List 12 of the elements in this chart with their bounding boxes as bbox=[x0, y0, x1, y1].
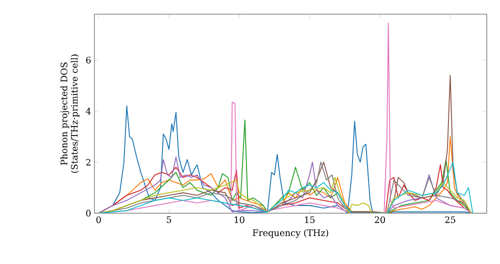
y-tick-label: 4 bbox=[86, 108, 91, 114]
x-tick-label: 10 bbox=[234, 216, 244, 224]
y-axis-title: Phonon projected DOS (States/THz·primitive cell) bbox=[60, 54, 80, 173]
y-tick-label: 6 bbox=[86, 56, 91, 64]
x-tick-label: 0 bbox=[96, 216, 101, 224]
y-tick-label: 2 bbox=[86, 158, 90, 166]
y-tick-label: 0 bbox=[86, 210, 91, 217]
x-axis-title: Frequency (THz) bbox=[252, 229, 328, 238]
x-tick-label: 25 bbox=[445, 216, 456, 224]
x-tick-label: 5 bbox=[166, 216, 172, 223]
x-tick-label: 20 bbox=[374, 216, 385, 224]
x-tick-label: 15 bbox=[305, 216, 315, 224]
